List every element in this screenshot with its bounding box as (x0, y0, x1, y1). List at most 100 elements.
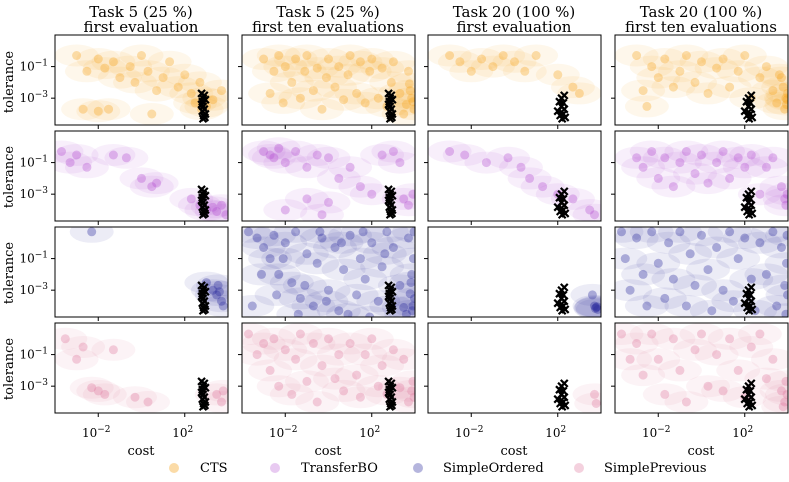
density-blob (306, 279, 351, 302)
data-point-cts-2 (455, 57, 465, 67)
panel-transferbo-col3 (424, 130, 602, 225)
density-blob (278, 323, 323, 345)
y-tick-label: 10−3 (19, 186, 48, 201)
data-point-simpleordered-15 (690, 280, 700, 290)
density-blob (306, 191, 351, 214)
data-point-transferbo-11 (703, 178, 713, 188)
density-blob (126, 391, 170, 413)
data-point-cts-10 (300, 66, 310, 76)
panel-plot-area (55, 140, 228, 221)
reference-x-marker-8 (198, 114, 208, 123)
data-point-transferbo-8 (681, 147, 691, 156)
density-blob (326, 303, 370, 317)
panel-plot-area (69, 227, 228, 317)
data-point-transferbo-7 (302, 162, 312, 172)
data-point-simpleordered-21 (725, 227, 735, 237)
data-point-transferbo-17 (746, 150, 756, 160)
data-point-transferbo-1 (259, 147, 269, 156)
y-tick-label: 10−3 (19, 378, 48, 393)
legend-marker-simpleordered (413, 463, 423, 473)
density-blob (694, 151, 739, 174)
density-blob (61, 98, 106, 121)
data-point-transferbo-3 (269, 153, 279, 163)
data-point-simpleprevious-20 (755, 329, 765, 339)
data-point-transferbo-4 (82, 162, 92, 172)
panel-frame (427, 322, 602, 414)
data-point-simpleordered-7 (280, 238, 290, 248)
data-point-transferbo-1 (445, 147, 455, 156)
density-blob (251, 60, 296, 83)
density-blob (629, 323, 674, 345)
panels (51, 34, 789, 417)
density-blob (668, 242, 713, 265)
data-point-simpleordered-9 (291, 227, 301, 237)
density-blob (119, 167, 164, 190)
data-point-transferbo-16 (740, 162, 750, 172)
data-point-cts-9 (295, 93, 305, 103)
data-point-simpleprevious-6 (100, 389, 110, 399)
density-blob (284, 242, 329, 265)
data-point-cts-34 (404, 66, 413, 76)
density-blob (343, 343, 388, 366)
panel-frame (241, 322, 416, 414)
density-blob (295, 391, 340, 413)
density-blob (535, 63, 580, 86)
legend-marker-simpleprevious (574, 463, 584, 473)
legend-marker-cts (169, 463, 179, 473)
data-point-cts-32 (395, 88, 405, 98)
panel-transferbo-col1 (51, 130, 229, 225)
data-point-simpleordered-19 (345, 230, 355, 240)
x-tick-label: 102 (732, 425, 753, 440)
reference-x-marker-3 (740, 394, 750, 404)
data-point-transferbo-5 (108, 150, 118, 160)
density-blob (673, 71, 717, 94)
density-blob (615, 227, 659, 249)
reference-x-marker-7 (557, 306, 567, 315)
data-point-cts-6 (498, 51, 508, 60)
data-point-transferbo-16 (221, 210, 228, 220)
density-blob (573, 297, 601, 317)
panel-plot-area (242, 44, 415, 125)
density-blob (248, 82, 293, 105)
density-blob (759, 175, 788, 198)
data-point-simpleprevious-17 (334, 350, 344, 360)
data-point-simpleordered-3 (259, 243, 269, 252)
density-blob (263, 55, 308, 78)
density-blob (316, 55, 361, 78)
data-point-simpleordered-28 (761, 269, 771, 279)
density-blob (91, 50, 136, 73)
density-blob (694, 57, 739, 80)
density-blob (273, 140, 318, 163)
data-point-transferbo-2 (638, 162, 648, 172)
data-point-simpleordered-11 (668, 274, 678, 284)
density-blob (557, 82, 601, 105)
panel-frame (241, 34, 416, 126)
density-blob (55, 144, 99, 166)
data-point-transferbo-15 (217, 200, 226, 210)
density-blob (306, 327, 351, 350)
density-blob (334, 82, 379, 105)
data-point-cts-6 (280, 62, 290, 72)
density-blob (273, 348, 318, 371)
data-point-transferbo-5 (516, 162, 526, 172)
data-point-simpleordered-36 (409, 254, 415, 264)
data-point-simpleordered-5 (590, 303, 600, 313)
data-point-cts-4 (274, 51, 284, 60)
panel-plot-area (553, 379, 601, 413)
data-point-transferbo-1 (57, 147, 66, 156)
data-point-simpleprevious-32 (408, 376, 415, 386)
data-point-simpleordered-28 (388, 243, 398, 252)
data-point-simpleordered-44 (293, 309, 303, 317)
data-point-cts-33 (399, 109, 409, 119)
density-blob (615, 332, 659, 355)
data-point-cts-1 (632, 51, 642, 60)
panel-simpleprevious-col1 (51, 322, 229, 417)
data-point-simpleordered-12 (308, 301, 318, 311)
panel-simpleordered-col4 (611, 226, 789, 321)
density-blob (392, 386, 415, 409)
data-point-transferbo-9 (568, 194, 578, 204)
data-point-transferbo-7 (675, 158, 685, 168)
density-blob (459, 48, 504, 70)
data-point-simpleordered-34 (782, 230, 788, 240)
data-point-transferbo-8 (312, 150, 322, 160)
